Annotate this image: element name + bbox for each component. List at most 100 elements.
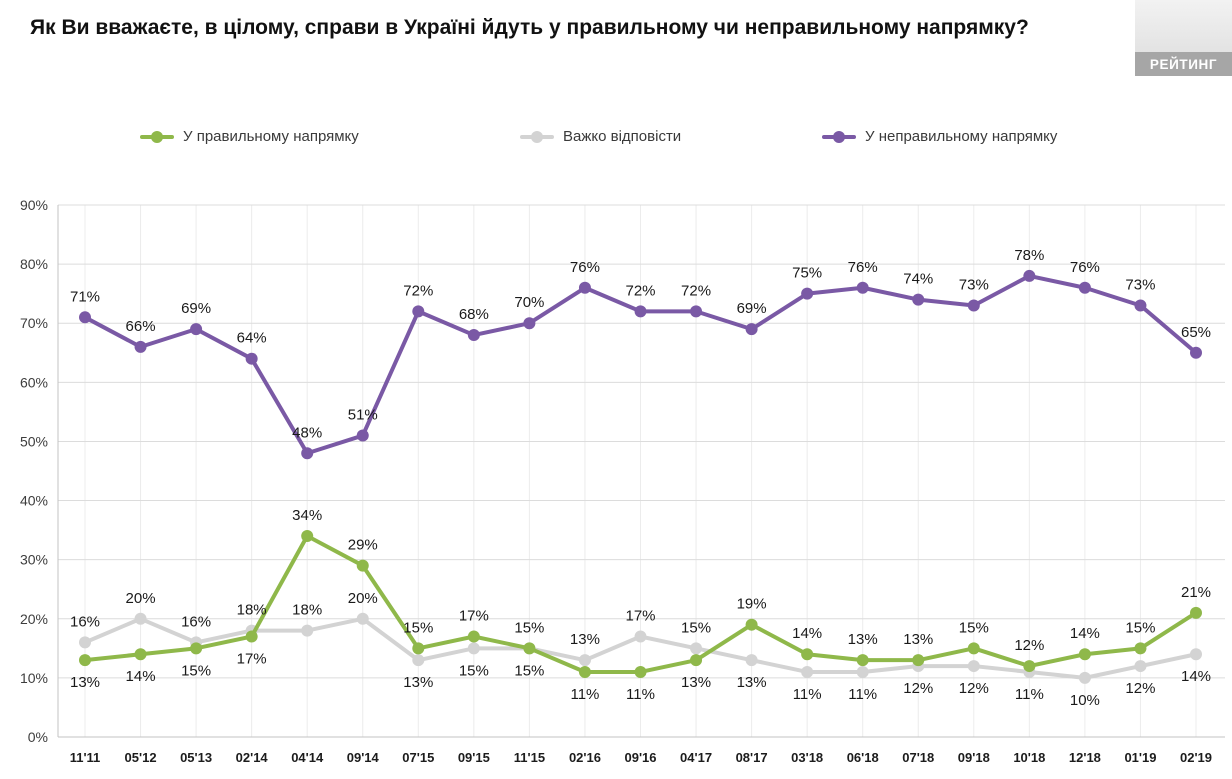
legend: У правильному напрямку Важко відповісти … xyxy=(0,128,1232,152)
data-point-wrong-direction xyxy=(578,281,591,294)
y-tick-label: 40% xyxy=(20,493,48,509)
data-point-right-direction xyxy=(1134,642,1147,655)
x-tick-label: 11'11 xyxy=(70,750,101,765)
value-label-right-direction: 11% xyxy=(570,686,599,703)
value-label-right-direction: 17% xyxy=(237,651,267,668)
value-label-hard-to-answer: 16% xyxy=(70,613,100,630)
data-point-hard-to-answer xyxy=(134,612,147,625)
data-point-hard-to-answer xyxy=(79,636,91,649)
data-point-hard-to-answer xyxy=(578,654,591,667)
value-label-wrong-direction: 76% xyxy=(1070,259,1100,276)
value-label-right-direction: 17% xyxy=(459,608,489,625)
x-tick-label: 02'19 xyxy=(1180,750,1212,765)
value-label-hard-to-answer: 11% xyxy=(848,686,877,703)
data-point-hard-to-answer xyxy=(356,612,369,625)
legend-marker-green-icon xyxy=(140,130,174,143)
value-label-right-direction: 15% xyxy=(514,619,544,636)
value-label-right-direction: 11% xyxy=(626,686,655,703)
x-tick-label: 01'19 xyxy=(1124,750,1156,765)
value-label-wrong-direction: 75% xyxy=(792,265,822,282)
value-label-right-direction: 13% xyxy=(903,631,933,648)
x-tick-label: 07'15 xyxy=(402,750,434,765)
data-point-hard-to-answer xyxy=(412,654,425,667)
value-label-hard-to-answer: 14% xyxy=(1181,668,1211,685)
data-point-right-direction xyxy=(912,654,925,667)
data-point-hard-to-answer xyxy=(1078,671,1091,684)
value-label-hard-to-answer: 13% xyxy=(570,631,600,648)
data-point-hard-to-answer xyxy=(856,665,869,678)
y-tick-label: 70% xyxy=(20,315,48,331)
legend-item-right-direction: У правильному напрямку xyxy=(140,128,359,145)
value-label-wrong-direction: 72% xyxy=(625,282,655,299)
x-tick-label: 02'16 xyxy=(569,750,601,765)
value-label-right-direction: 13% xyxy=(681,674,711,691)
data-point-hard-to-answer xyxy=(634,630,647,643)
legend-label-wrong-direction: У неправильному напрямку xyxy=(865,128,1058,145)
data-point-wrong-direction xyxy=(690,305,703,318)
x-tick-label: 11'15 xyxy=(514,750,545,765)
x-tick-label: 10'18 xyxy=(1013,750,1045,765)
value-label-hard-to-answer: 13% xyxy=(737,674,767,691)
value-label-hard-to-answer: 13% xyxy=(403,674,433,691)
value-label-wrong-direction: 72% xyxy=(403,282,433,299)
data-point-right-direction xyxy=(1023,660,1036,673)
value-label-hard-to-answer: 18% xyxy=(237,602,267,619)
value-label-hard-to-answer: 20% xyxy=(348,590,378,607)
value-label-right-direction: 19% xyxy=(737,596,767,613)
value-label-right-direction: 15% xyxy=(403,619,433,636)
value-label-hard-to-answer: 12% xyxy=(903,680,933,697)
data-point-right-direction xyxy=(856,654,869,667)
value-label-right-direction: 14% xyxy=(792,625,822,642)
y-tick-label: 80% xyxy=(20,256,48,272)
data-point-right-direction xyxy=(745,618,758,631)
data-point-wrong-direction xyxy=(245,352,258,365)
x-tick-label: 05'13 xyxy=(180,750,212,765)
data-point-wrong-direction xyxy=(301,447,314,460)
data-point-wrong-direction xyxy=(856,281,869,294)
x-tick-label: 05'12 xyxy=(125,750,157,765)
data-point-hard-to-answer xyxy=(467,642,480,655)
value-label-hard-to-answer: 15% xyxy=(459,662,489,679)
y-tick-label: 90% xyxy=(20,197,48,213)
value-label-hard-to-answer: 16% xyxy=(181,613,211,630)
data-point-right-direction xyxy=(467,630,480,643)
legend-item-hard-to-answer: Важко відповісти xyxy=(520,128,681,145)
data-point-hard-to-answer xyxy=(745,654,758,667)
data-point-right-direction xyxy=(801,648,814,661)
data-point-hard-to-answer xyxy=(1134,660,1147,673)
data-point-wrong-direction xyxy=(1078,281,1091,294)
value-label-right-direction: 13% xyxy=(848,631,878,648)
value-label-wrong-direction: 66% xyxy=(126,318,156,335)
data-point-right-direction xyxy=(1078,648,1091,661)
data-point-wrong-direction xyxy=(1190,346,1202,359)
value-label-hard-to-answer: 18% xyxy=(292,602,322,619)
legend-dot-purple-icon xyxy=(833,130,845,143)
rating-logo: РЕЙТИНГ xyxy=(1135,0,1232,76)
value-label-hard-to-answer: 15% xyxy=(681,619,711,636)
data-point-right-direction xyxy=(301,530,314,543)
data-point-wrong-direction xyxy=(1023,269,1036,282)
x-tick-label: 09'14 xyxy=(347,750,380,765)
x-tick-label: 12'18 xyxy=(1069,750,1101,765)
value-label-right-direction: 14% xyxy=(126,668,156,685)
data-point-wrong-direction xyxy=(967,299,980,312)
value-label-right-direction: 15% xyxy=(181,662,211,679)
value-label-right-direction: 29% xyxy=(348,537,378,554)
rating-logo-text: РЕЙТИНГ xyxy=(1135,52,1232,76)
legend-marker-gray-icon xyxy=(520,130,554,143)
value-label-hard-to-answer: 11% xyxy=(793,686,822,703)
page-title: Як Ви вважаєте, в цілому, справи в Украї… xyxy=(30,16,1029,39)
data-point-right-direction xyxy=(79,654,91,667)
x-tick-label: 06'18 xyxy=(847,750,879,765)
data-point-wrong-direction xyxy=(523,317,536,330)
data-point-wrong-direction xyxy=(134,340,147,353)
data-point-wrong-direction xyxy=(79,311,91,324)
y-tick-label: 50% xyxy=(20,433,48,449)
x-tick-label: 09'15 xyxy=(458,750,490,765)
value-label-wrong-direction: 64% xyxy=(237,330,267,347)
value-label-right-direction: 15% xyxy=(959,619,989,636)
data-point-wrong-direction xyxy=(745,323,758,336)
y-tick-label: 30% xyxy=(20,552,48,568)
data-point-wrong-direction xyxy=(190,323,203,336)
